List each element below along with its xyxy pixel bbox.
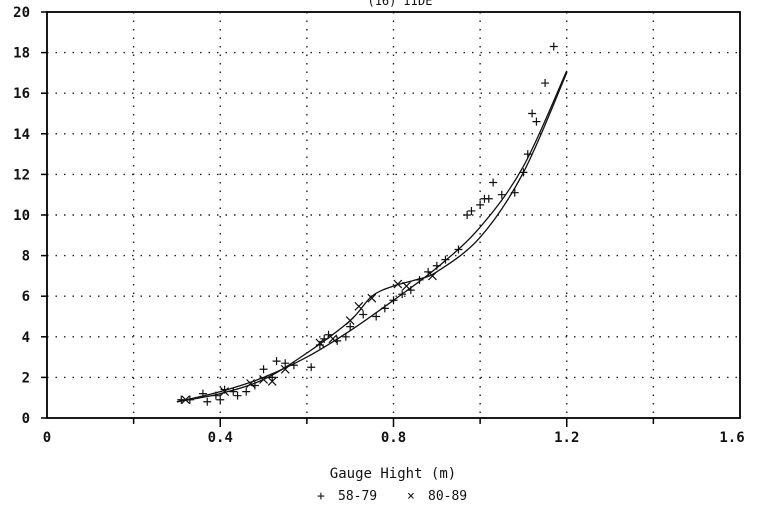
data-point-plus [441,255,450,264]
data-point-plus [432,261,441,270]
data-point-plus [372,312,381,321]
data-point-plus [523,150,532,159]
y-tick-label: 18 [13,46,30,62]
legend-label-80-89: 80-89 [428,489,467,504]
data-point-plus [259,365,268,374]
data-point-plus [281,359,290,368]
data-points [177,42,558,406]
x-tick-label: 1.6 [719,430,744,446]
chart-title: (16) IIDE [367,0,432,8]
x-axis-label: Gauge Hight (m) [330,466,456,482]
y-tick-label: 20 [13,5,30,21]
data-point-plus [528,109,537,118]
data-point-plus [532,117,541,126]
data-point-cross [220,387,230,397]
fitted-curve-80-89 [176,72,568,403]
data-point-cross [280,364,290,374]
y-tick-label: 14 [13,127,30,143]
data-point-plus [549,42,558,51]
data-point-plus [463,211,472,219]
legend: + 58-79 × 80-89 [317,489,467,504]
data-point-plus [198,389,207,398]
data-point-plus [268,373,277,382]
data-point-plus [389,296,398,305]
data-point-plus [510,188,519,197]
data-point-plus [359,310,368,319]
data-point-cross [428,271,437,281]
data-point-plus [489,178,498,187]
y-tick-label: 4 [22,330,30,346]
data-point-cross [267,377,277,386]
data-point-plus [341,332,350,341]
y-tick-label: 12 [13,167,30,183]
fitted-curve-58-79 [176,70,568,403]
data-point-cross [393,279,403,289]
data-point-cross [181,395,191,405]
legend-symbol-cross: × [407,489,415,504]
y-tick-label: 0 [22,411,30,427]
data-point-plus [380,304,389,313]
data-point-cross [246,379,255,388]
data-point-plus [467,206,476,215]
legend-label-58-79: 58-79 [338,489,377,504]
tick-labels: 0 0.4 0.8 1.2 1.6 0 2 4 6 8 10 12 14 16 18 20 [13,5,745,446]
axis-ticks [41,11,655,427]
data-point-plus [424,267,433,276]
data-point-plus [211,391,220,400]
data-point-plus [320,334,329,343]
data-point-plus [519,168,528,177]
data-point-plus [233,391,242,400]
data-point-plus [242,387,251,396]
data-point-plus [406,286,415,295]
x-tick-label: 0.4 [208,430,233,446]
y-tick-label: 2 [22,370,30,386]
data-point-plus [454,245,463,254]
data-point-plus [541,79,550,88]
x-tick-label: 1.2 [554,430,579,446]
data-point-plus [185,395,194,404]
y-tick-label: 16 [13,86,30,102]
data-point-plus [346,322,355,331]
y-tick-label: 6 [22,289,30,305]
data-point-cross [259,375,268,384]
x-tick-label: 0 [43,430,51,446]
data-point-cross [354,301,364,311]
data-point-plus [307,363,316,372]
data-point-plus [272,357,281,366]
data-point-cross [367,293,377,303]
data-point-plus [497,190,506,199]
y-tick-label: 8 [22,249,30,265]
data-point-plus [324,330,333,339]
legend-symbol-plus: + [317,489,325,504]
data-point-plus [216,395,225,404]
data-point-cross [402,281,411,291]
data-point-plus [177,395,186,404]
grid [47,12,740,418]
data-point-plus [476,200,485,209]
y-tick-label: 10 [13,208,30,224]
data-point-plus [289,361,298,370]
data-point-cross [315,338,325,348]
data-point-cross [345,316,355,325]
data-point-plus [415,275,424,284]
data-point-cross [328,334,338,344]
data-point-plus [398,290,407,299]
fitted-curves [176,70,568,403]
data-point-plus [203,397,212,406]
data-point-plus [229,387,238,396]
data-point-plus [484,194,493,203]
x-tick-label: 0.8 [381,430,406,446]
